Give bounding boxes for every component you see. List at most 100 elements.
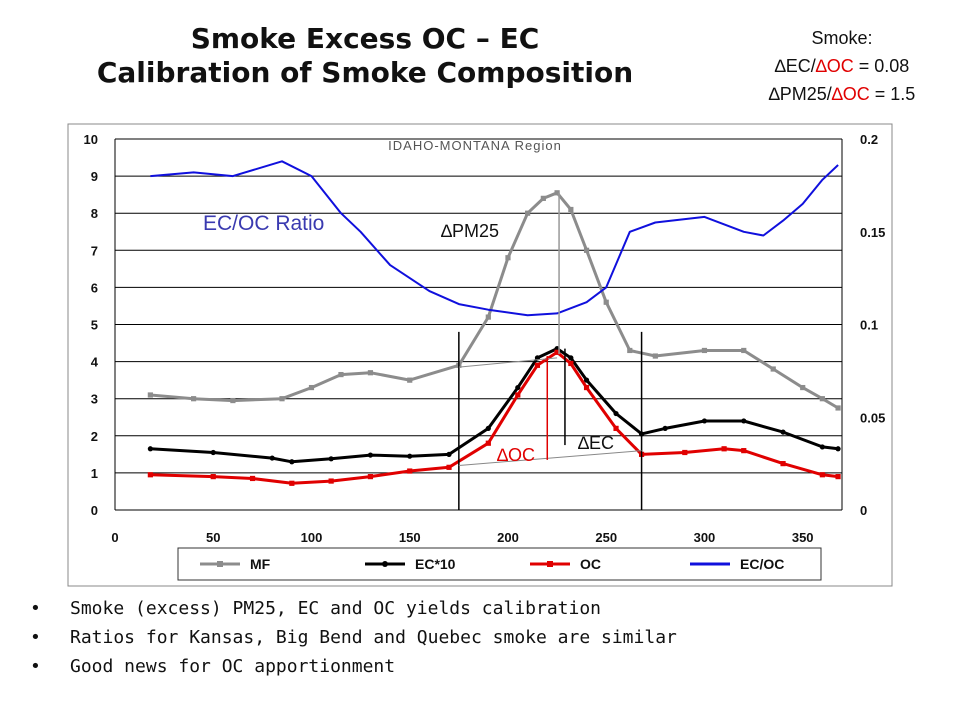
data-point — [701, 418, 708, 424]
ratio-numerator: EC/ — [785, 56, 816, 76]
data-point — [770, 366, 776, 372]
data-point — [741, 448, 747, 454]
data-point — [583, 247, 590, 253]
y-tick-label: 6 — [91, 280, 98, 295]
x-tick-label: 150 — [399, 530, 421, 545]
chart-frame — [67, 123, 893, 587]
y-tick-label: 8 — [91, 206, 98, 221]
data-point — [613, 425, 619, 431]
y-tick-label: 4 — [91, 355, 99, 370]
data-point — [230, 397, 236, 404]
chart-title: IDAHO-MONTANA Region — [388, 138, 562, 153]
data-point — [568, 360, 574, 367]
data-point — [515, 392, 521, 398]
data-point — [800, 384, 806, 391]
y2-tick-label: 0.15 — [860, 225, 885, 240]
annotation-doc: ∆OC — [497, 445, 535, 465]
bullet-item: Smoke (excess) PM25, EC and OC yields ca… — [30, 594, 930, 623]
data-point — [819, 472, 825, 478]
data-point — [407, 377, 413, 383]
baseline-mf — [458, 357, 558, 368]
y2-tick-label: 0.2 — [860, 132, 878, 147]
data-point — [701, 347, 708, 354]
data-point — [210, 474, 216, 480]
ratio-value: = 0.08 — [853, 56, 910, 76]
data-point — [534, 362, 541, 368]
ratio-denominator: OC — [842, 84, 870, 104]
y-tick-label: 0 — [91, 503, 98, 518]
annotation-layer: EC/OC Ratio ∆PM25 ∆OC ∆EC — [203, 192, 643, 510]
data-point — [367, 452, 374, 458]
data-point — [819, 444, 825, 450]
data-point — [835, 405, 841, 411]
data-point — [662, 425, 668, 431]
data-point — [525, 210, 531, 216]
data-point — [446, 464, 452, 470]
bullet-list: Smoke (excess) PM25, EC and OC yields ca… — [30, 594, 930, 681]
legend-label: OC — [580, 556, 601, 572]
data-point — [210, 449, 216, 456]
ratio-value: = 1.5 — [869, 84, 916, 104]
data-point — [819, 396, 825, 402]
annotation-dpm25: ∆PM25 — [441, 221, 499, 241]
data-point — [367, 370, 374, 376]
data-point — [741, 418, 747, 424]
x-tick-label: 300 — [694, 530, 716, 545]
y-tick-label: 10 — [84, 132, 98, 147]
data-point — [190, 396, 197, 402]
data-point — [741, 347, 747, 354]
x-tick-label: 50 — [206, 530, 220, 545]
data-point — [568, 355, 574, 361]
delta-symbol: ∆ — [815, 56, 827, 76]
data-point — [367, 474, 374, 480]
ratio-ec-oc: ∆EC/∆OC = 0.08 — [742, 52, 942, 80]
legend-label: MF — [250, 556, 271, 572]
data-point — [515, 384, 521, 391]
annotation-dec: ∆EC — [578, 433, 614, 453]
ratio-numerator: PM25/ — [779, 84, 832, 104]
y2-tick-label: 0.1 — [860, 318, 878, 333]
data-point — [780, 429, 786, 435]
bullet-item: Good news for OC apportionment — [30, 652, 930, 681]
legend-label: EC/OC — [740, 556, 784, 572]
x-tick-label: 0 — [111, 530, 118, 545]
data-point — [835, 446, 841, 452]
data-point — [407, 468, 413, 474]
data-point — [269, 455, 275, 461]
data-point — [835, 474, 841, 480]
x-tick-label: 100 — [301, 530, 323, 545]
title-line-1: Smoke Excess OC – EC — [190, 22, 540, 55]
data-point — [652, 353, 658, 359]
legend-marker — [217, 561, 223, 567]
data-point — [540, 195, 546, 201]
data-point — [485, 425, 491, 431]
y-tick-label: 1 — [91, 466, 98, 481]
delta-symbol: ∆ — [774, 56, 786, 76]
smoke-ratio-box: Smoke: ∆EC/∆OC = 0.08 ∆PM25/∆OC = 1.5 — [742, 24, 942, 108]
series-line-ec-10 — [150, 347, 839, 464]
y-tick-label: 3 — [91, 392, 98, 407]
data-point — [568, 206, 574, 213]
data-point — [603, 299, 609, 305]
x-tick-label: 200 — [497, 530, 519, 545]
legend: MF EC*10 OC EC/OC — [177, 547, 822, 581]
y-tick-label: 2 — [91, 429, 98, 444]
data-point — [627, 347, 633, 354]
delta-symbol: ∆ — [768, 84, 780, 104]
data-point — [328, 456, 334, 462]
baseline-oc — [458, 450, 642, 466]
smoke-heading: Smoke: — [811, 28, 873, 48]
series-line-ec-oc — [150, 160, 839, 317]
data-point — [583, 384, 590, 391]
data-point — [249, 475, 256, 482]
data-point — [147, 392, 153, 398]
ratio-denominator: OC — [826, 56, 854, 76]
y-tick-label: 9 — [91, 169, 98, 184]
data-point — [308, 384, 315, 391]
data-point — [147, 446, 153, 452]
data-point — [338, 371, 344, 378]
data-point — [147, 472, 153, 478]
legend-label: EC*10 — [415, 556, 456, 572]
